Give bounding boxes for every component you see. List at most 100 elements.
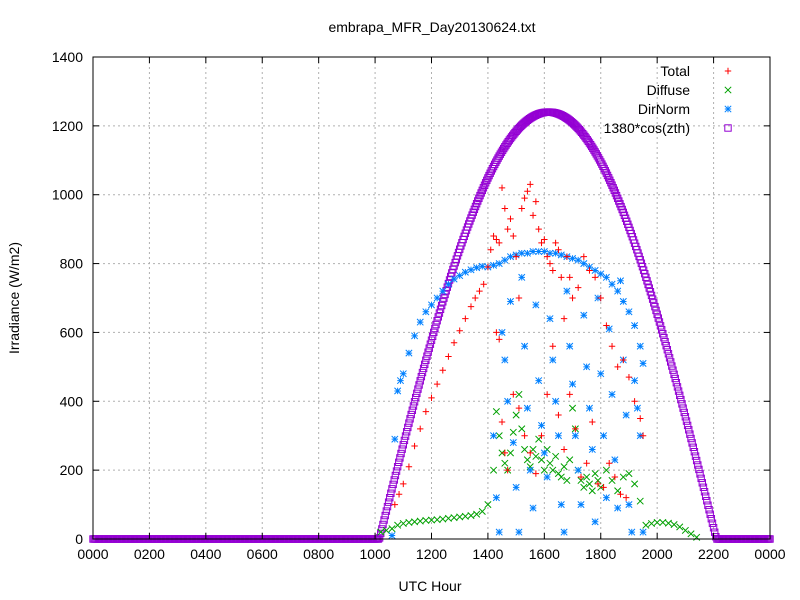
dirnorm-point: [591, 266, 599, 275]
diffuse-point: [501, 459, 509, 467]
total-point: [433, 380, 441, 388]
dirnorm-point: [399, 370, 407, 378]
total-point: [543, 253, 551, 260]
model-point: [662, 341, 670, 350]
model-point: [380, 516, 388, 524]
dirnorm-point: [518, 273, 526, 281]
dirnorm-point: [467, 266, 475, 274]
dirnorm-point: [529, 247, 537, 256]
legend-label: 1380*cos(zth): [604, 120, 690, 136]
model-point: [703, 497, 711, 505]
model-point: [404, 423, 412, 432]
model-point: [665, 354, 674, 362]
dirnorm-point: [546, 249, 554, 257]
total-point: [546, 260, 554, 267]
dirnorm-point: [588, 445, 596, 454]
model-point: [694, 461, 702, 469]
diffuse-point: [535, 435, 543, 443]
dirnorm-point: [625, 501, 633, 509]
series-total: [391, 181, 647, 508]
model-point: [417, 372, 426, 381]
model-point: [690, 448, 699, 456]
dirnorm-point: [444, 280, 452, 288]
diffuse-point: [537, 456, 546, 464]
diffuse-point: [583, 473, 591, 481]
total-point: [625, 373, 633, 381]
dirnorm-point: [526, 466, 534, 474]
model-point: [611, 189, 620, 197]
legend-marker: [724, 124, 732, 132]
total-point: [498, 418, 506, 426]
model-point: [704, 501, 712, 509]
diffuse-point: [670, 520, 678, 529]
dirnorm-point: [450, 275, 458, 283]
model-point: [475, 194, 483, 202]
x-tick-label: 0600: [247, 546, 278, 562]
diffuse-point: [619, 473, 627, 481]
model-point: [609, 184, 617, 192]
total-point: [549, 343, 556, 350]
model-point: [477, 189, 485, 197]
total-point: [428, 394, 435, 402]
dirnorm-point: [501, 356, 509, 364]
total-point: [538, 432, 545, 439]
model-point: [409, 402, 418, 410]
total-point: [515, 404, 523, 412]
diffuse-point: [566, 456, 574, 464]
total-point: [586, 267, 593, 274]
dirnorm-point: [602, 494, 610, 502]
total-point: [639, 432, 647, 439]
dirnorm-point: [422, 308, 430, 316]
dirnorm-point: [439, 287, 447, 295]
model-point: [418, 368, 427, 377]
total-point: [608, 343, 616, 350]
total-point: [535, 225, 542, 233]
total-point: [563, 253, 571, 260]
dirnorm-point: [568, 254, 577, 262]
dirnorm-point: [529, 504, 537, 512]
diffuse-point: [495, 432, 503, 440]
dirnorm-point: [639, 528, 647, 536]
total-point: [549, 267, 556, 274]
model-point: [607, 179, 615, 187]
diffuse-point: [549, 466, 557, 474]
model-point: [683, 421, 692, 430]
model-point: [413, 389, 421, 398]
y-tick-label: 200: [60, 462, 84, 478]
model-point: [428, 332, 437, 340]
model-point: [697, 474, 705, 483]
model-point: [483, 176, 491, 185]
total-point: [589, 418, 596, 426]
total-point: [501, 449, 509, 457]
diffuse-point: [388, 525, 396, 533]
total-point: [462, 315, 469, 322]
diffuse-point: [636, 497, 644, 505]
diffuse-point: [664, 519, 673, 527]
model-point: [648, 295, 657, 303]
model-point: [656, 322, 665, 330]
dirnorm-point: [388, 532, 396, 540]
total-point: [538, 239, 545, 247]
y-tick-label: 0: [75, 531, 83, 547]
diffuse-point: [377, 528, 385, 536]
model-point: [674, 387, 683, 395]
diffuse-point: [594, 476, 602, 485]
total-point: [631, 398, 638, 405]
dirnorm-point: [580, 311, 588, 319]
diffuse-point: [585, 480, 594, 488]
model-point: [431, 324, 439, 333]
diffuse-point: [676, 523, 684, 531]
dirnorm-point: [478, 262, 486, 270]
diffuse-point: [526, 463, 534, 471]
model-point: [439, 298, 447, 306]
diffuse-point: [473, 510, 481, 518]
y-tick-label: 400: [60, 393, 84, 409]
dirnorm-point: [554, 432, 562, 440]
dirnorm-point: [495, 260, 503, 268]
model-point: [701, 492, 710, 500]
total-point: [400, 480, 407, 488]
diffuse-point: [560, 463, 568, 471]
dirnorm-point: [504, 397, 512, 405]
dirnorm-point: [521, 342, 529, 350]
dirnorm-point: [546, 315, 554, 323]
